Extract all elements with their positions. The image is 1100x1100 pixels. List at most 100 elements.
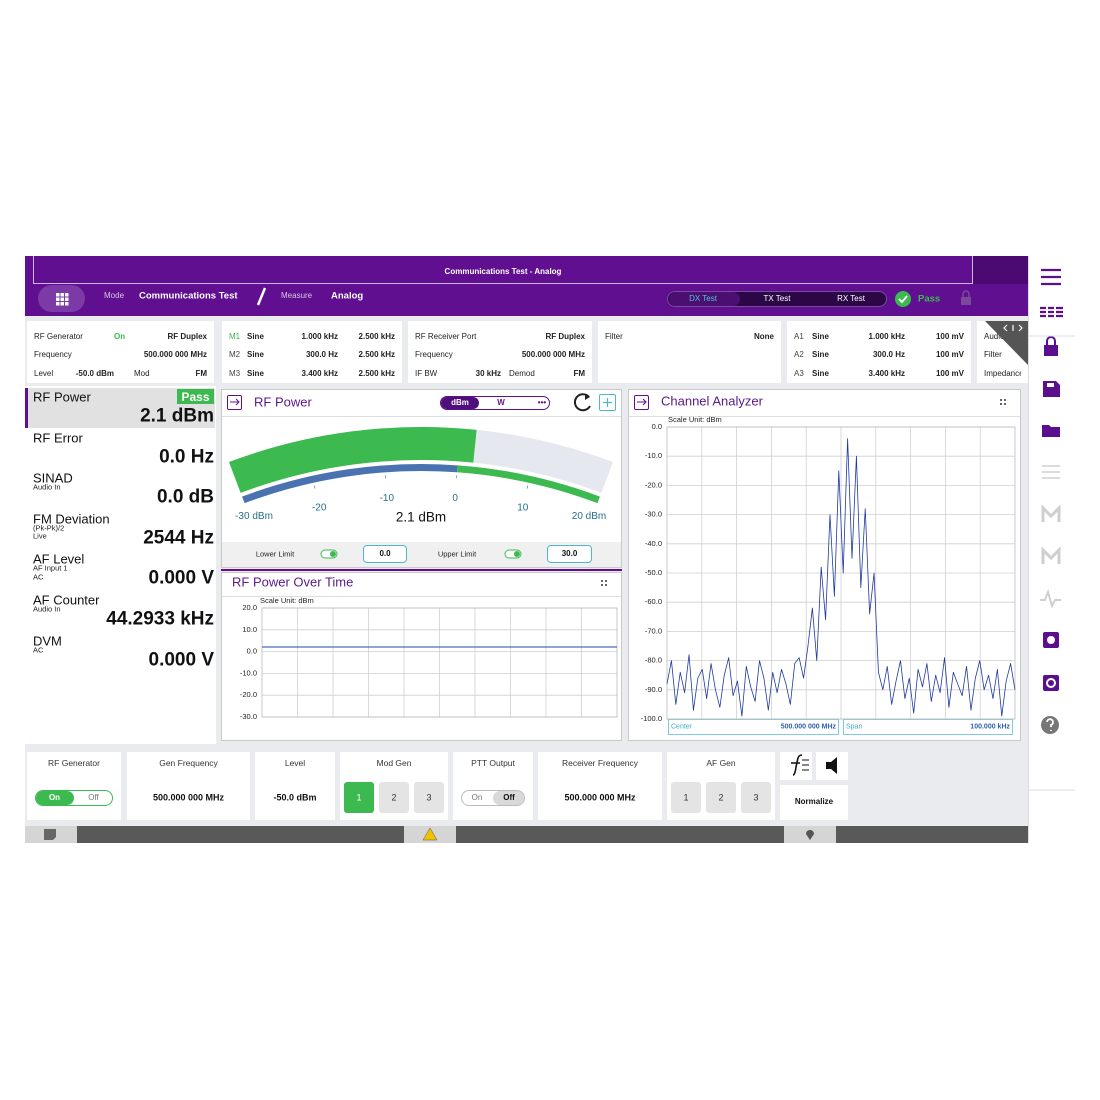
toggle-option[interactable]: Off [503,793,515,802]
normalize-button[interactable] [780,785,848,820]
info-row: Filter [984,348,1021,360]
info-row: A3 Sine 3.400 kHz 100 mV [794,367,964,379]
info-cell: -50.0 dBm [75,368,114,378]
control-label: RF Generator [48,757,100,768]
panel-header-line [222,596,621,597]
measurement-list [25,386,216,744]
measurement-value: 2544 Hz [143,527,214,549]
info-row: Impedance [984,367,1021,379]
measurement-value: 44.2933 kHz [106,608,214,630]
gen-button-label: 3 [426,792,432,803]
control-label: Receiver Frequency [561,757,639,768]
center-label: Center [671,723,693,731]
gen-button-label: 1 [683,792,689,803]
measurement-name: RF Error [33,430,83,446]
info-cell: 30 kHz [475,368,501,378]
swap-button[interactable] [227,395,242,410]
formula-button[interactable] [780,752,812,780]
info-row: IF BW 30 kHz Demod FM [415,367,585,379]
test-tab[interactable]: TX Test [763,294,791,303]
info-cell: M2 [229,349,241,359]
info-row: Frequency 500.000 000 MHz [415,348,585,360]
info-cell: Mod [134,368,150,378]
limit-value-box[interactable] [363,545,407,563]
sidebar [1028,256,1075,843]
info-cell: RF Receiver Port [415,331,477,341]
limit-value: 0.0 [379,549,391,558]
info-cell: Frequency [34,349,72,359]
rf-power-over-time-panel [221,572,622,741]
control-label: AF Gen [706,757,736,768]
gen-button[interactable] [414,782,444,813]
info-cell: Sine [812,349,829,359]
info-panel: Filter None [598,321,781,383]
info-row: M2 Sine 300.0 Hz 2.500 kHz [229,348,395,360]
limit-value-box[interactable] [547,545,592,563]
info-cell: 2.500 kHz [358,368,395,378]
toggle-active [36,791,74,805]
gauge-max-label: 20 dBm [571,511,607,522]
test-tab[interactable]: RX Test [837,294,865,303]
title-strip [33,256,973,284]
info-cell: Level [34,368,54,378]
info-row: RF Receiver Port RF Duplex [415,330,585,342]
normalize-label: Normalize [794,797,834,806]
status-tab[interactable] [784,826,836,843]
status-pass: Pass [918,293,941,305]
speaker-button[interactable] [816,752,848,780]
pass-badge [177,389,214,404]
center-box [668,719,839,735]
measurement-value: 0.0 dB [156,486,214,508]
test-tab[interactable]: DX Test [689,294,717,303]
info-cell: RF Generator [34,331,83,341]
header-right [973,256,1028,284]
gen-button[interactable] [706,782,736,813]
gauge-value-label: 2.1 dBm [395,509,447,525]
control-value[interactable]: -50.0 dBm [273,792,317,803]
channel-analyzer-panel [628,389,1021,741]
panel-title: RF Power [254,394,312,410]
info-panel: RF Generator On RF Duplex Frequency 500.000 … [27,321,214,383]
measurement-value: 0.000 V [148,649,215,671]
measurement-name: SINAD [33,470,73,486]
info-row: M3 Sine 3.400 kHz 2.500 kHz [229,367,395,379]
swap-button[interactable] [634,395,649,410]
measurement-name: AF Level [33,551,85,567]
info-cell: None [754,331,774,341]
toggle-option[interactable]: On [471,793,483,802]
info-cell: Sine [247,331,264,341]
status-tab[interactable] [404,826,456,843]
info-cell: Sine [812,368,829,378]
info-cell: RF Duplex [167,331,207,341]
info-cell: A1 [794,331,804,341]
gen-button[interactable] [741,782,771,813]
unit-option[interactable]: W [497,398,505,407]
toggle-option[interactable]: Off [88,793,99,802]
unit-active [441,397,479,409]
gen-button[interactable] [671,782,701,813]
unit-option[interactable]: dBm [451,398,469,407]
info-cell: Frequency [415,349,453,359]
info-row: Level -50.0 dBm Mod FM [34,367,207,379]
info-cell: FM [573,368,585,378]
info-cell: Sine [247,349,264,359]
status-tab[interactable] [25,826,77,843]
panel-separator [221,569,622,571]
info-panel: Audio In So Filter Impedance [977,321,1028,383]
control-card [27,752,121,820]
control-value[interactable]: 500.000 000 MHz [152,792,225,803]
control-label: PTT Output [471,757,515,768]
control-label: Level [284,757,306,768]
control-value[interactable]: 500.000 000 MHz [564,792,636,803]
info-cell: FM [195,368,207,378]
gen-button[interactable] [344,782,374,813]
info-cell: RF Duplex [545,331,585,341]
info-panel: RF Receiver Port RF Duplex Frequency 500.00… [408,321,592,383]
add-button[interactable] [599,394,616,411]
gauge-min-label: -30 dBm [235,511,273,522]
gen-button[interactable] [379,782,409,813]
toggle-option[interactable]: On [48,793,61,802]
info-row: RF Generator On RF Duplex [34,330,207,342]
apps-button[interactable] [38,285,85,312]
unit-option[interactable]: ••• [537,398,547,407]
